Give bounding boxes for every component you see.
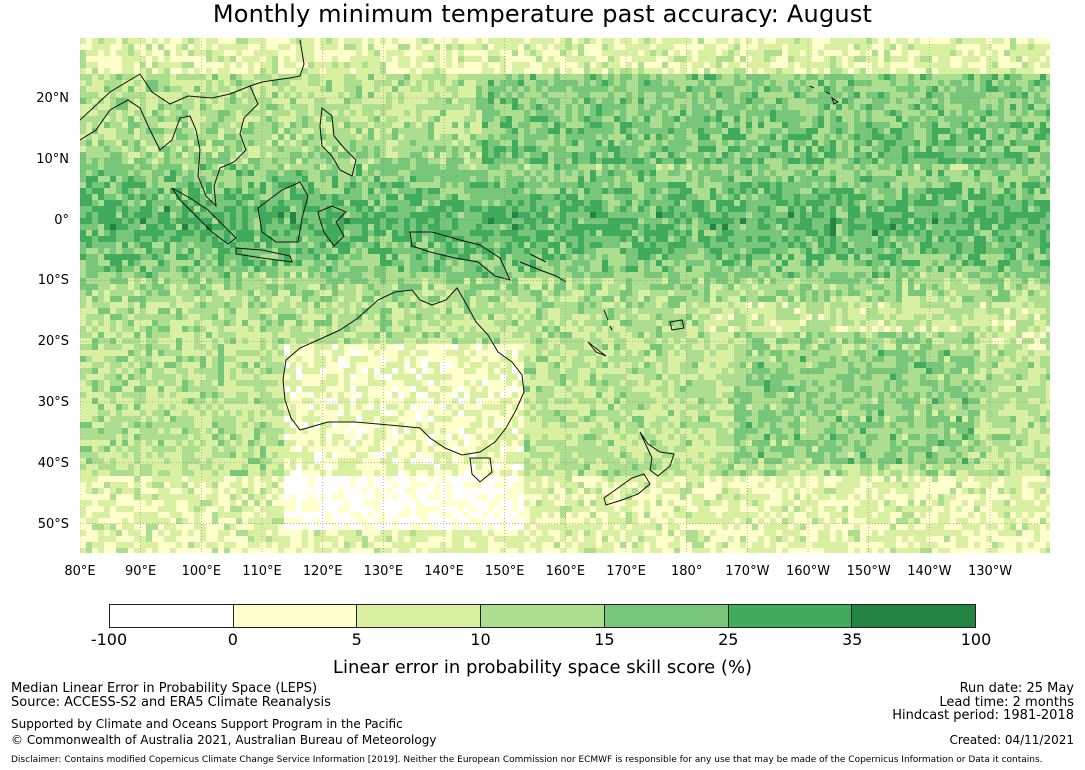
new-zealand-south-coastline — [603, 473, 651, 506]
lead-time-text: Lead time: 2 months — [939, 695, 1074, 710]
colorbar-tick-label: 100 — [960, 630, 992, 649]
latitude-label: 10°S — [37, 273, 69, 289]
longitude-label: 140°E — [424, 564, 464, 579]
latitude-label: 20°S — [37, 334, 69, 350]
mainland-asia-coastline — [80, 39, 305, 208]
colorbar-label: Linear error in probability space skill … — [332, 657, 753, 678]
longitude-label: 100°E — [181, 564, 222, 579]
longitude-label: 130°E — [363, 564, 404, 579]
new-guinea-coastline — [409, 231, 511, 281]
colorbar-tick-label: 25 — [718, 630, 739, 649]
solomon-islands-coastline — [519, 253, 567, 283]
longitude-label: 150°E — [484, 564, 525, 579]
tasmania-coastline — [469, 457, 493, 483]
colorbar-segment-0 — [110, 605, 234, 627]
longitude-label: 130°W — [967, 564, 1013, 579]
new-caledonia-coastline — [587, 341, 607, 357]
latitude-label: 40°S — [37, 455, 69, 471]
colorbar-tick-label: -100 — [90, 630, 128, 649]
colorbar-tick-label: 5 — [351, 630, 362, 649]
support-text: Supported by Climate and Oceans Support … — [11, 717, 403, 731]
sumatra-coastline — [171, 187, 237, 245]
colorbar-segment-5 — [728, 605, 853, 627]
hawaii-coastline — [809, 85, 839, 105]
latitude-label: 30°S — [37, 395, 69, 410]
skill-score-map — [80, 38, 1050, 553]
colorbar-tick-label: 15 — [594, 630, 615, 649]
java-coastline — [235, 247, 293, 263]
longitude-label: 170°E — [606, 564, 646, 579]
vanuatu-coastline — [603, 309, 613, 331]
metric-text: Median Linear Error in Probability Space… — [11, 681, 318, 696]
run-date-text: Run date: 25 May — [959, 681, 1074, 696]
longitude-label: 160°W — [785, 564, 831, 579]
colorbar-segment-3 — [481, 605, 605, 627]
colorbar-tick-label: 0 — [227, 630, 238, 649]
latitude-label: 20°N — [36, 91, 69, 106]
longitude-label: 170°W — [725, 564, 770, 579]
longitude-label: 120°E — [302, 564, 343, 579]
philippines-coastline — [319, 107, 357, 177]
latitude-label: 10°N — [36, 151, 69, 167]
colorbar-tick-label: 35 — [841, 630, 863, 649]
copyright-text: © Commonwealth of Australia 2021, Austra… — [11, 733, 437, 747]
source-text: Source: ACCESS-S2 and ERA5 Climate Reana… — [11, 695, 331, 710]
colorbar-segment-6 — [852, 605, 976, 627]
longitude-label: 80°E — [64, 564, 96, 579]
borneo-coastline — [257, 181, 309, 243]
longitude-label: 160°E — [545, 564, 586, 579]
colorbar-tick-label: 10 — [470, 630, 491, 649]
australia-coastline — [282, 287, 525, 456]
map-title: Monthly minimum temperature past accurac… — [212, 0, 873, 28]
colorbar-segment-2 — [357, 605, 482, 627]
created-text: Created: 04/11/2021 — [949, 733, 1074, 747]
hindcast-text: Hindcast period: 1981-2018 — [892, 708, 1074, 723]
longitude-label: 180° — [671, 564, 703, 579]
fiji-coastline — [669, 319, 685, 331]
latitude-label: 50°S — [37, 516, 69, 532]
colorbar-segment-4 — [604, 605, 729, 627]
sulawesi-coastline — [317, 205, 347, 247]
longitude-label: 140°W — [907, 564, 952, 579]
latitude-label: 0° — [54, 212, 69, 228]
disclaimer-text: Disclaimer: Contains modified Copernicus… — [11, 755, 1043, 765]
longitude-label: 110°E — [242, 564, 282, 579]
longitude-label: 150°W — [846, 564, 891, 579]
colorbar-segment-1 — [233, 605, 358, 627]
longitude-label: 90°E — [125, 564, 157, 579]
new-zealand-north-coastline — [639, 431, 675, 477]
colorbar — [109, 604, 976, 628]
